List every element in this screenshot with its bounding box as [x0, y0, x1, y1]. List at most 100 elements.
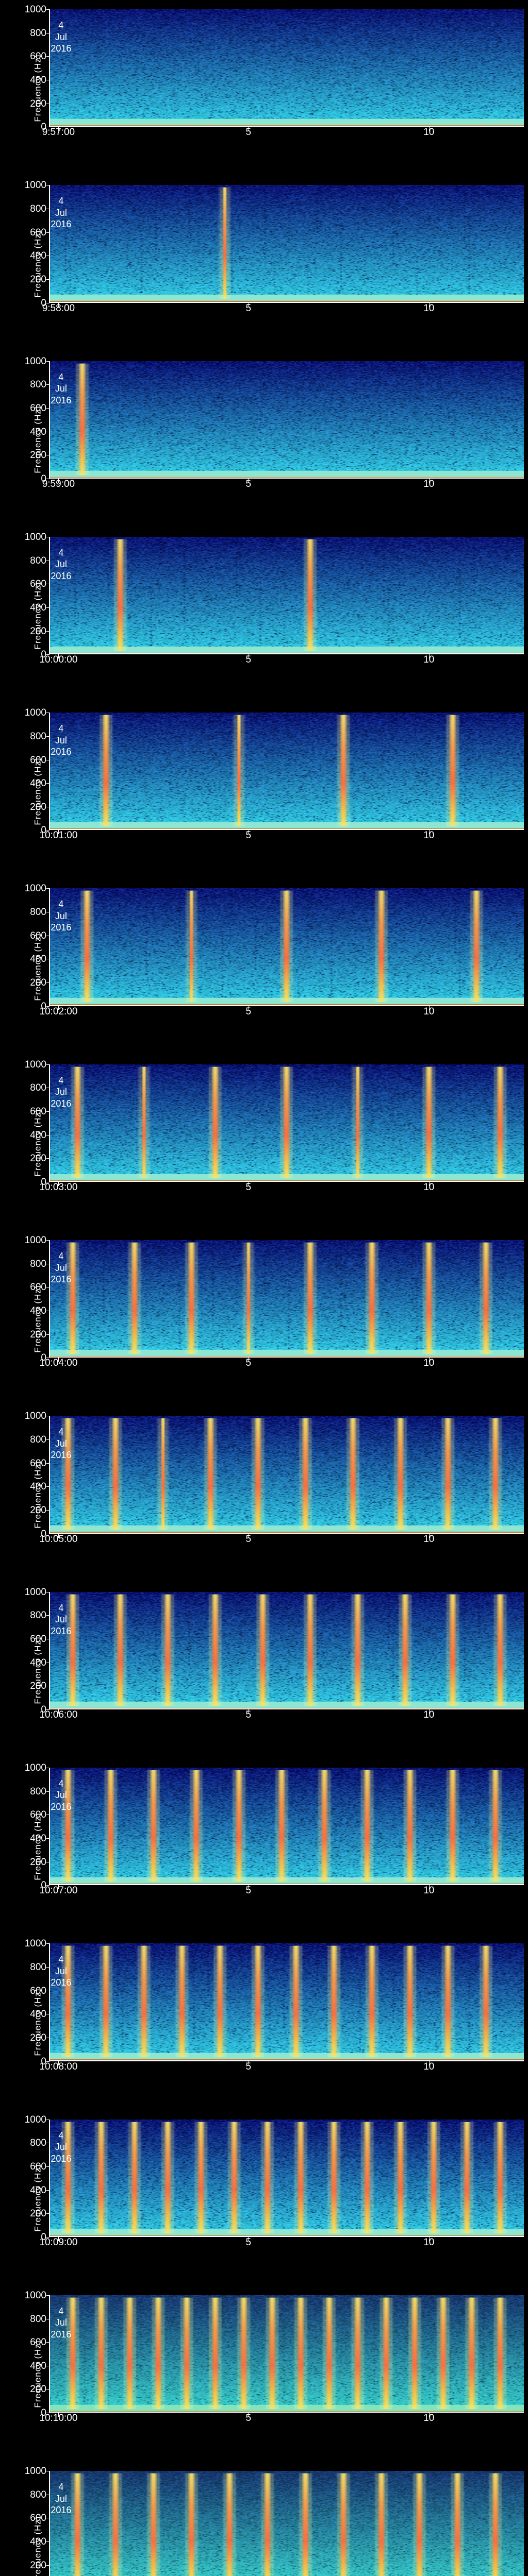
y-tick-200-panel-13: 200	[20, 2208, 46, 2219]
y-tick-200-panel-6: 200	[20, 977, 46, 989]
y-tick-200-panel-14: 200	[20, 2384, 46, 2395]
spectrogram-panel-6: Frequency (Hz) 0 200 400 600 800 1000 10:02:00 5…	[0, 879, 528, 1055]
date-stamp-panel-2: 4 Jul 2016	[38, 195, 84, 230]
spectrogram-image-panel-2	[49, 185, 524, 302]
x-tick-10-panel-4: 10	[423, 654, 434, 666]
x-tick-10-panel-3: 10	[423, 479, 434, 490]
x-tick-10:07:00-panel-11: 10:07:00	[39, 1885, 77, 1896]
y-tick-1000-panel-9: 1000	[20, 1411, 46, 1422]
y-tick-200-panel-12: 200	[20, 2032, 46, 2044]
y-tick-200-panel-7: 200	[20, 1153, 46, 1164]
y-tick-400-panel-14: 400	[20, 2361, 46, 2372]
spectrogram-image-panel-8	[49, 1240, 524, 1358]
y-tick-1000-panel-1: 1000	[20, 4, 46, 15]
spectrogram-image-panel-13	[49, 2120, 524, 2237]
y-tick-200-panel-2: 200	[20, 274, 46, 285]
x-tick-10:04:00-panel-8: 10:04:00	[39, 1358, 77, 1369]
y-tick-1000-panel-14: 1000	[20, 2290, 46, 2301]
spectrogram-panel-14: Frequency (Hz) 0 200 400 600 800 1000 10:10:00 5…	[0, 2286, 528, 2462]
x-tick-10:09:00-panel-13: 10:09:00	[39, 2237, 77, 2248]
y-tick-1000-panel-15: 1000	[20, 2466, 46, 2477]
spectrogram-image-panel-1	[49, 9, 524, 127]
date-stamp-panel-1: 4 Jul 2016	[38, 20, 84, 55]
x-tick-10:06:00-panel-10: 10:06:00	[39, 1709, 77, 1721]
y-tick-400-panel-9: 400	[20, 1481, 46, 1493]
x-tick-10-panel-13: 10	[423, 2237, 434, 2248]
spectrogram-image-panel-3	[49, 361, 524, 479]
y-axis-label-panel-2: Frequency (Hz)	[33, 230, 43, 297]
x-tick-10-panel-9: 10	[423, 1534, 434, 1545]
x-tick-5-panel-10: 5	[246, 1709, 252, 1721]
spectrogram-image-panel-15	[49, 2471, 524, 2576]
y-tick-200-panel-4: 200	[20, 626, 46, 637]
x-tick-10:00:00-panel-4: 10:00:00	[39, 654, 77, 666]
spectrogram-panel-1: Frequency (Hz) 0 200 400 600 800 1000 9:57:00 5 1…	[0, 0, 528, 176]
spectrogram-image-panel-5	[49, 713, 524, 830]
x-tick-10:02:00-panel-6: 10:02:00	[39, 1006, 77, 1018]
y-axis-label-panel-11: Frequency (Hz)	[33, 1812, 43, 1880]
y-axis-label-panel-6: Frequency (Hz)	[33, 934, 43, 1001]
spectrogram-panel-10: Frequency (Hz) 0 200 400 600 800 1000 10:06:00 5…	[0, 1583, 528, 1758]
spectrogram-panel-15: Frequency (Hz)0200400600800100010:11:005…	[0, 2462, 528, 2576]
date-stamp-panel-13: 4 Jul 2016	[38, 2130, 84, 2165]
y-axis-label-panel-4: Frequency (Hz)	[33, 582, 43, 649]
x-tick-5-panel-8: 5	[246, 1358, 252, 1369]
x-tick-5-panel-3: 5	[246, 479, 252, 490]
x-tick-5-panel-13: 5	[246, 2237, 252, 2248]
y-tick-200-panel-3: 200	[20, 450, 46, 461]
date-stamp-panel-3: 4 Jul 2016	[38, 371, 84, 406]
y-tick-200-panel-5: 200	[20, 802, 46, 813]
y-axis-label-panel-3: Frequency (Hz)	[33, 406, 43, 473]
spectrogram-image-panel-7	[49, 1064, 524, 1182]
spectrogram-image-panel-11	[49, 1768, 524, 1885]
date-stamp-panel-7: 4 Jul 2016	[38, 1075, 84, 1110]
x-tick-10:10:00-panel-14: 10:10:00	[39, 2413, 77, 2424]
x-tick-5-panel-14: 5	[246, 2413, 252, 2424]
x-tick-10:05:00-panel-9: 10:05:00	[39, 1534, 77, 1545]
y-tick-400-panel-15: 400	[20, 2536, 46, 2548]
x-tick-5-panel-11: 5	[246, 1885, 252, 1896]
x-tick-10-panel-1: 10	[423, 127, 434, 138]
spectrogram-image-panel-4	[49, 537, 524, 654]
y-tick-400-panel-13: 400	[20, 2185, 46, 2196]
date-stamp-panel-10: 4 Jul 2016	[38, 1602, 84, 1637]
x-tick-10-panel-5: 10	[423, 830, 434, 841]
spectrogram-panel-2: Frequency (Hz) 0 200 400 600 800 1000 9:58:00 5 1…	[0, 176, 528, 351]
x-tick-10-panel-8: 10	[423, 1358, 434, 1369]
y-tick-400-panel-11: 400	[20, 1833, 46, 1844]
y-axis-label-panel-7: Frequency (Hz)	[33, 1109, 43, 1177]
y-axis-label-panel-10: Frequency (Hz)	[33, 1637, 43, 1704]
y-axis-label-panel-1: Frequency (Hz)	[33, 54, 43, 122]
y-tick-200-panel-15: 200	[20, 2560, 46, 2571]
y-tick-400-panel-3: 400	[20, 427, 46, 438]
x-tick-10-panel-6: 10	[423, 1006, 434, 1018]
x-tick-5-panel-4: 5	[246, 654, 252, 666]
y-axis-label-panel-9: Frequency (Hz)	[33, 1461, 43, 1528]
spectrogram-stack: Frequency (Hz) 0 200 400 600 800 1000 9:57:00 5 1…	[0, 0, 528, 2576]
x-tick-10-panel-2: 10	[423, 303, 434, 314]
x-tick-9:57:00-panel-1: 9:57:00	[42, 127, 75, 138]
spectrogram-image-panel-12	[49, 1943, 524, 2061]
y-tick-400-panel-12: 400	[20, 2009, 46, 2020]
date-stamp-panel-6: 4 Jul 2016	[38, 899, 84, 934]
spectrogram-panel-11: Frequency (Hz) 0 200 400 600 800 1000 10:07:00 5…	[0, 1758, 528, 1934]
y-tick-1000-panel-2: 1000	[20, 180, 46, 191]
x-tick-9:58:00-panel-2: 9:58:00	[42, 303, 75, 314]
date-stamp-panel-5: 4 Jul 2016	[38, 723, 84, 758]
y-tick-400-panel-8: 400	[20, 1306, 46, 1317]
y-tick-1000-panel-6: 1000	[20, 883, 46, 894]
date-stamp-panel-4: 4 Jul 2016	[38, 547, 84, 582]
date-stamp-panel-8: 4 Jul 2016	[38, 1250, 84, 1285]
spectrogram-panel-4: Frequency (Hz) 0 200 400 600 800 1000 10:00:00 5…	[0, 528, 528, 703]
y-tick-400-panel-7: 400	[20, 1130, 46, 1141]
x-tick-10:08:00-panel-12: 10:08:00	[39, 2061, 77, 2073]
x-tick-10-panel-11: 10	[423, 1885, 434, 1896]
y-tick-1000-panel-13: 1000	[20, 2114, 46, 2126]
y-tick-200-panel-8: 200	[20, 1329, 46, 1341]
x-tick-5-panel-12: 5	[246, 2061, 252, 2073]
x-tick-5-panel-5: 5	[246, 830, 252, 841]
spectrogram-image-panel-10	[49, 1592, 524, 1709]
y-axis-label-panel-5: Frequency (Hz)	[33, 757, 43, 825]
x-tick-10:03:00-panel-7: 10:03:00	[39, 1182, 77, 1193]
x-tick-9:59:00-panel-3: 9:59:00	[42, 479, 75, 490]
